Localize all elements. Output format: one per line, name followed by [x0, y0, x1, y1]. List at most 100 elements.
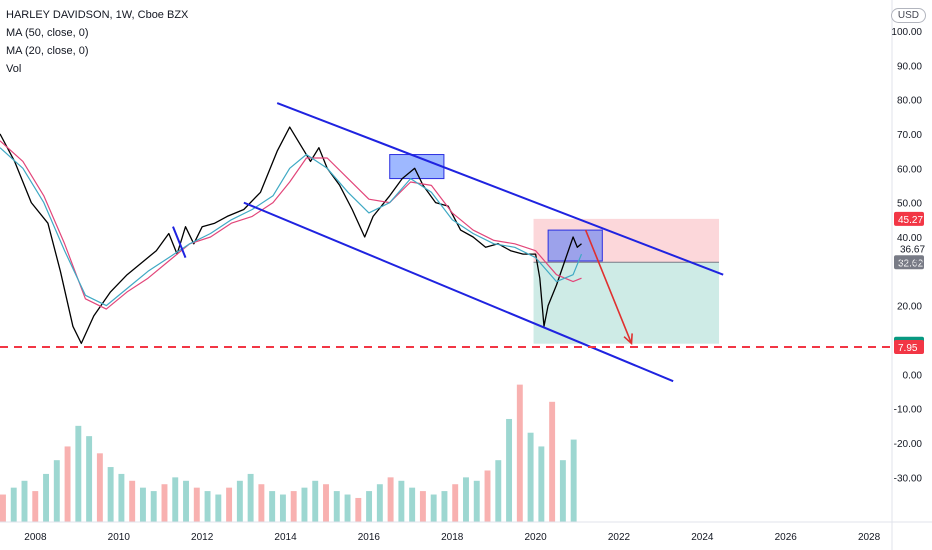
volume-bar	[301, 487, 308, 522]
volume-bar	[64, 446, 71, 522]
support-price-label-bg	[894, 340, 924, 355]
drawing-overlays	[389, 154, 720, 344]
stop-price-label-bg	[894, 211, 924, 226]
volume-bar	[0, 494, 6, 522]
price-tick-label: 70.00	[897, 130, 922, 141]
price-tick-label: -20.00	[894, 439, 923, 450]
time-tick-label: 2008	[24, 532, 47, 543]
time-tick-label: 2010	[108, 532, 131, 543]
volume-bar	[549, 401, 556, 522]
volume-bar	[96, 453, 103, 522]
price-tick-label: -10.00	[894, 405, 923, 416]
volume-bar	[333, 491, 340, 522]
price-tick-label: 50.00	[897, 199, 922, 210]
channel-line	[172, 226, 187, 258]
volume-bar	[366, 491, 373, 522]
time-tick-label: 2026	[775, 532, 798, 543]
volume-bar	[118, 473, 125, 522]
volume-bar	[473, 480, 480, 522]
volume-bar	[139, 487, 146, 522]
volume-bar	[21, 480, 28, 522]
ma50-label: MA (50, close, 0)	[6, 27, 89, 39]
target-arrow-head	[623, 333, 633, 346]
volume-bar	[290, 491, 297, 522]
stop-loss-zone	[533, 218, 720, 263]
time-tick-label: 2020	[524, 532, 547, 543]
volume-bar	[236, 480, 243, 522]
price-axis: 100.00 90.00 80.00 70.00 60.00 50.00 40.00 20.0…	[891, 0, 932, 550]
time-tick-label: 2014	[274, 532, 297, 543]
price-tick-label: 40.00	[897, 233, 922, 244]
time-tick-label: 2028	[858, 532, 881, 543]
price-series	[0, 126, 583, 345]
highlight-box	[389, 154, 445, 180]
entry-price-label-bg	[894, 255, 924, 270]
countdown-label: 3d 4h	[900, 257, 923, 267]
channel-line	[243, 201, 674, 383]
volume-bar	[495, 460, 502, 522]
ma20-line	[0, 140, 582, 310]
time-tick-label: 2012	[191, 532, 214, 543]
price-tick-label: 80.00	[897, 96, 922, 107]
volume-bar	[430, 494, 437, 522]
volume-bar	[419, 491, 426, 522]
price-tick-label: 90.00	[897, 61, 922, 72]
price-tick-label: 100.00	[891, 27, 922, 38]
price-axis-panel	[892, 0, 932, 550]
volume-bar	[86, 436, 93, 522]
time-tick-label: 2022	[608, 532, 631, 543]
volume-bar	[32, 491, 39, 522]
volume-bar	[387, 477, 394, 522]
volume-bar	[269, 491, 276, 522]
support-price-label: 7.95	[898, 343, 918, 354]
entry-price-label: 32.62	[898, 258, 923, 269]
volume-bar	[463, 477, 469, 522]
volume-bar	[570, 439, 577, 522]
target-arrow	[584, 229, 633, 344]
volume-bar	[258, 484, 265, 522]
current-price-label: 36.67	[900, 244, 925, 255]
price-tick-label: 60.00	[897, 164, 922, 175]
volume-bar	[247, 473, 254, 522]
volume-bar	[53, 460, 60, 522]
channel-line	[276, 102, 724, 276]
volume-bars	[0, 384, 577, 522]
volume-bar	[559, 460, 566, 522]
time-tick-label: 2024	[691, 532, 714, 543]
volume-bar	[172, 477, 179, 522]
volume-bar	[516, 384, 523, 522]
volume-bar	[355, 497, 362, 522]
volume-bar	[150, 491, 157, 522]
trend-lines	[0, 102, 892, 383]
volume-bar	[226, 487, 233, 522]
volume-bar	[409, 487, 416, 522]
price-tick-label: 0.00	[903, 370, 923, 381]
stop-price-label: 45.27	[898, 215, 923, 226]
volume-bar	[376, 484, 383, 522]
volume-bar	[323, 484, 329, 522]
ma50-line	[0, 147, 583, 307]
volume-bar	[215, 494, 222, 522]
highlight-box	[547, 229, 603, 262]
chart-legend: HARLEY DAVIDSON, 1W, Cboe BZX MA (50, cl…	[6, 6, 188, 78]
volume-bar	[527, 432, 534, 522]
price-line	[0, 126, 582, 345]
volume-bar	[441, 491, 448, 522]
volume-bar	[484, 470, 491, 522]
volume-bar	[538, 446, 545, 522]
volume-bar	[193, 487, 200, 522]
volume-bar	[279, 494, 286, 522]
volume-bar	[107, 467, 114, 522]
volume-bar	[204, 491, 211, 522]
volume-bar	[312, 480, 319, 522]
price-tick-label: 20.00	[897, 302, 922, 313]
volume-bar	[452, 484, 459, 522]
currency-selector[interactable]: USD	[890, 8, 926, 23]
volume-bar	[344, 494, 351, 522]
volume-bar	[43, 473, 49, 522]
price-tick-label: -30.00	[894, 473, 923, 484]
ma20-label: MA (20, close, 0)	[6, 45, 89, 57]
volume-bar	[129, 480, 136, 522]
volume-label: Vol	[6, 63, 22, 75]
